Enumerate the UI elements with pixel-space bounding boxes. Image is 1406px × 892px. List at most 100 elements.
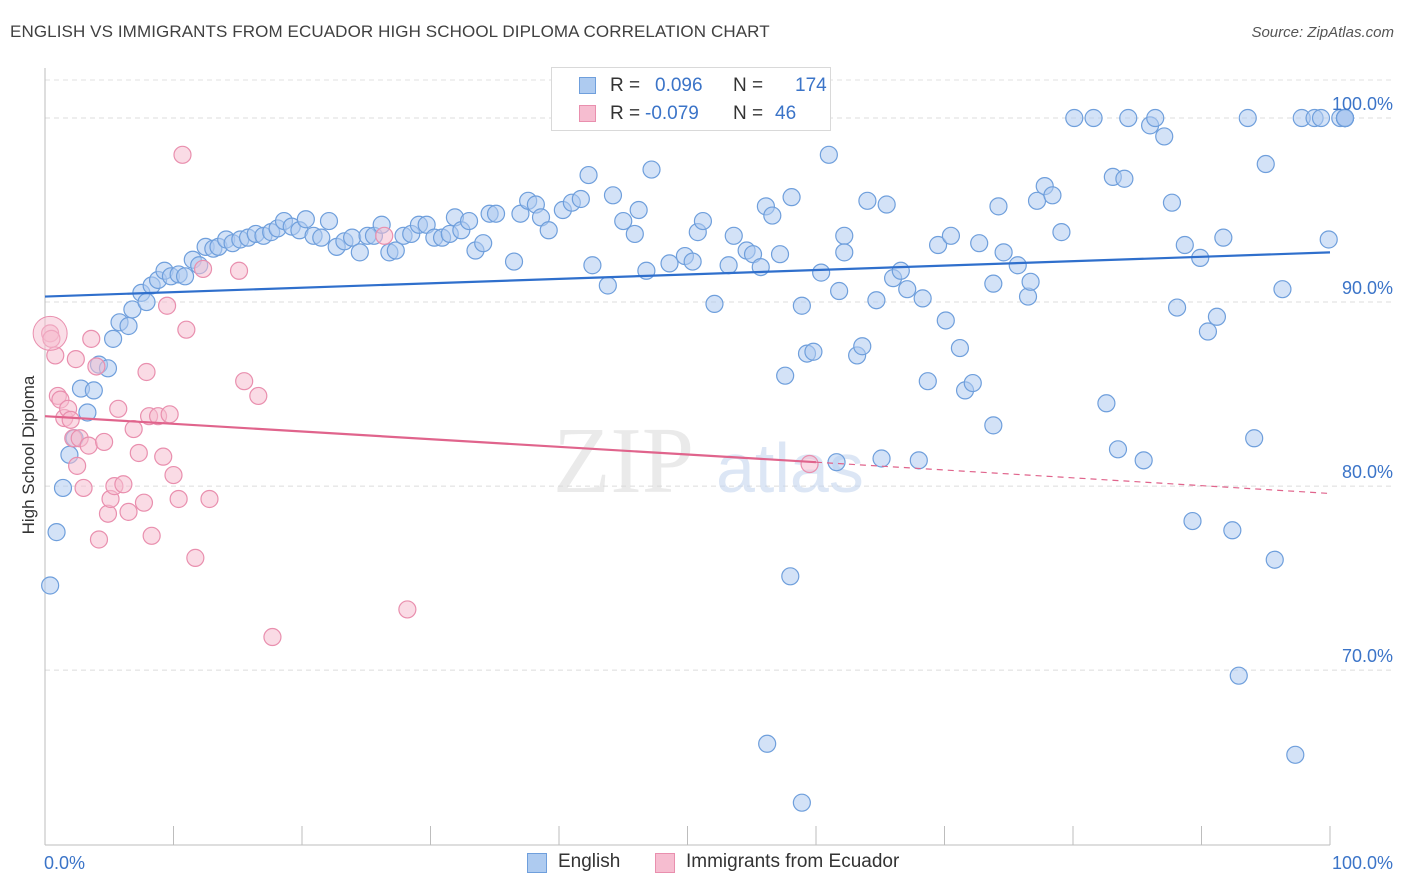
english-point bbox=[1146, 108, 1165, 128]
english-point bbox=[827, 453, 846, 472]
english-point bbox=[792, 296, 811, 315]
english-point bbox=[1238, 108, 1257, 128]
ecuador-point bbox=[142, 526, 161, 545]
english-point bbox=[936, 311, 955, 330]
english-point bbox=[891, 261, 910, 280]
english-point bbox=[1214, 228, 1233, 247]
english-point bbox=[1229, 666, 1248, 685]
english-point bbox=[504, 252, 524, 271]
english-point bbox=[579, 165, 598, 185]
english-point bbox=[486, 204, 506, 223]
english-point bbox=[835, 226, 854, 245]
english-point bbox=[319, 211, 339, 231]
ecuador-point bbox=[235, 372, 254, 391]
x-tick-label: 100.0% bbox=[1332, 853, 1393, 873]
english-point bbox=[994, 243, 1013, 262]
english-point bbox=[539, 221, 558, 240]
english-point bbox=[1162, 193, 1182, 212]
english-point bbox=[1223, 521, 1242, 540]
english-point bbox=[474, 234, 493, 253]
ecuador-point-large bbox=[32, 315, 68, 351]
legend-n-value-ecuador: 46 bbox=[775, 103, 797, 124]
english-point bbox=[598, 276, 617, 295]
english-point bbox=[918, 372, 937, 391]
ecuador-point bbox=[82, 329, 101, 348]
english-point bbox=[782, 188, 801, 207]
english-point bbox=[950, 338, 970, 358]
english-point bbox=[719, 256, 738, 275]
english-point bbox=[984, 416, 1003, 435]
watermark-zip: ZIP bbox=[553, 409, 694, 513]
ecuador-point bbox=[375, 226, 394, 245]
ecuador-point bbox=[173, 145, 192, 164]
y-tick-label: 90.0% bbox=[1342, 278, 1393, 298]
english-point bbox=[1155, 127, 1174, 146]
ecuador-point bbox=[398, 600, 417, 619]
english-point bbox=[867, 291, 886, 310]
y-tick-label: 70.0% bbox=[1342, 646, 1393, 666]
x-tick-label: 0.0% bbox=[44, 853, 85, 873]
english-point bbox=[1084, 108, 1103, 128]
english-point bbox=[989, 197, 1008, 216]
english-point bbox=[804, 342, 823, 361]
y-tick-label: 80.0% bbox=[1342, 462, 1393, 482]
english-point bbox=[603, 186, 623, 205]
english-point bbox=[1115, 169, 1134, 188]
ecuador-point bbox=[263, 627, 282, 647]
chart-title: ENGLISH VS IMMIGRANTS FROM ECUADOR HIGH … bbox=[10, 22, 770, 41]
ecuador-point bbox=[68, 456, 87, 475]
english-point bbox=[84, 381, 103, 400]
english-point bbox=[47, 523, 66, 542]
english-point bbox=[830, 281, 849, 301]
english-point bbox=[1245, 429, 1264, 448]
english-point bbox=[296, 210, 315, 229]
english-point bbox=[1335, 108, 1355, 128]
ecuador-point bbox=[66, 350, 85, 369]
english-points bbox=[41, 108, 1355, 812]
english-point bbox=[928, 235, 948, 255]
legend-r-value-english: 0.096 bbox=[655, 75, 703, 96]
legend-n-label: N = bbox=[733, 103, 764, 124]
english-point bbox=[1008, 256, 1027, 275]
ecuador-point bbox=[160, 405, 179, 424]
english-point bbox=[705, 294, 724, 313]
english-point bbox=[877, 195, 896, 214]
legend-swatch-english bbox=[579, 77, 596, 94]
english-point bbox=[1043, 186, 1062, 205]
legend-row-ecuador: R = -0.079 N = 46 bbox=[552, 100, 830, 128]
ecuador-point bbox=[169, 489, 188, 509]
english-point bbox=[1065, 108, 1084, 128]
axes bbox=[44, 68, 1331, 846]
ecuador-trend-line bbox=[44, 415, 817, 464]
english-point bbox=[819, 145, 838, 164]
english-point bbox=[792, 793, 811, 812]
english-point bbox=[104, 329, 123, 348]
ecuador-point bbox=[98, 504, 118, 523]
bottom-legend-swatch-english bbox=[527, 853, 547, 873]
english-point bbox=[41, 576, 60, 595]
bottom-legend-label-ecuador: Immigrants from Ecuador bbox=[686, 851, 900, 872]
english-point bbox=[763, 206, 782, 225]
english-point bbox=[1183, 511, 1202, 531]
ecuador-trend-extension bbox=[815, 461, 1331, 495]
english-point bbox=[1097, 394, 1116, 413]
ecuador-points bbox=[32, 145, 819, 647]
english-point bbox=[1108, 440, 1128, 459]
english-point bbox=[872, 449, 891, 468]
english-point bbox=[984, 274, 1003, 293]
english-point bbox=[1018, 287, 1038, 306]
english-point bbox=[1119, 108, 1138, 128]
english-point bbox=[758, 734, 777, 753]
correlation-legend: R = 0.096 N = 174 R = -0.079 N = 46 bbox=[551, 67, 831, 131]
ecuador-point bbox=[129, 443, 148, 463]
english-point bbox=[898, 280, 917, 299]
english-point bbox=[1273, 280, 1292, 299]
ecuador-point bbox=[164, 465, 183, 485]
ecuador-point bbox=[800, 454, 819, 474]
english-point bbox=[642, 160, 661, 179]
english-point bbox=[970, 234, 989, 253]
english-point bbox=[175, 267, 195, 286]
english-point bbox=[858, 191, 877, 210]
english-point bbox=[683, 252, 702, 271]
english-point bbox=[913, 289, 932, 308]
